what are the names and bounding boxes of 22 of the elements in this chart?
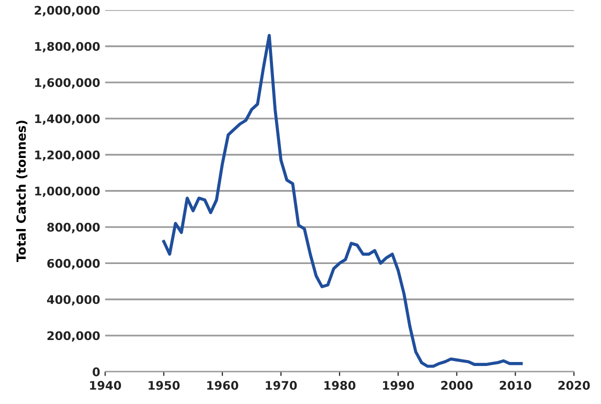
y-tick-label: 1,000,000 <box>35 186 100 198</box>
y-tick-label: 1,400,000 <box>35 114 100 125</box>
line-series <box>162 34 523 368</box>
y-tick-label: 1,800,000 <box>35 42 100 52</box>
x-tick-label: 2000 <box>441 380 473 390</box>
y-tick-label: 800,000 <box>47 222 100 234</box>
x-tick-label: 1980 <box>324 380 356 390</box>
y-axis-title: Total Catch (tonnes) <box>16 120 28 262</box>
x-tick-label: 2020 <box>558 380 590 390</box>
y-tick-label: 2,000,000 <box>34 6 100 16</box>
x-tick-label: 2010 <box>500 380 532 390</box>
y-tick-label: 400,000 <box>47 295 100 306</box>
x-tick-label: 1970 <box>266 380 297 390</box>
y-tick-label: 0 <box>92 367 100 376</box>
y-tick-label: 200,000 <box>47 331 100 342</box>
y-tick-label: 600,000 <box>47 258 100 270</box>
x-tick-label: 1940 <box>90 380 122 390</box>
y-tick-label: 1,600,000 <box>35 78 100 89</box>
y-tick-label: 1,200,000 <box>35 150 100 161</box>
x-tick-label: 1950 <box>148 380 180 390</box>
x-tick-label: 1960 <box>207 380 238 390</box>
x-tick-label: 1990 <box>383 380 414 390</box>
